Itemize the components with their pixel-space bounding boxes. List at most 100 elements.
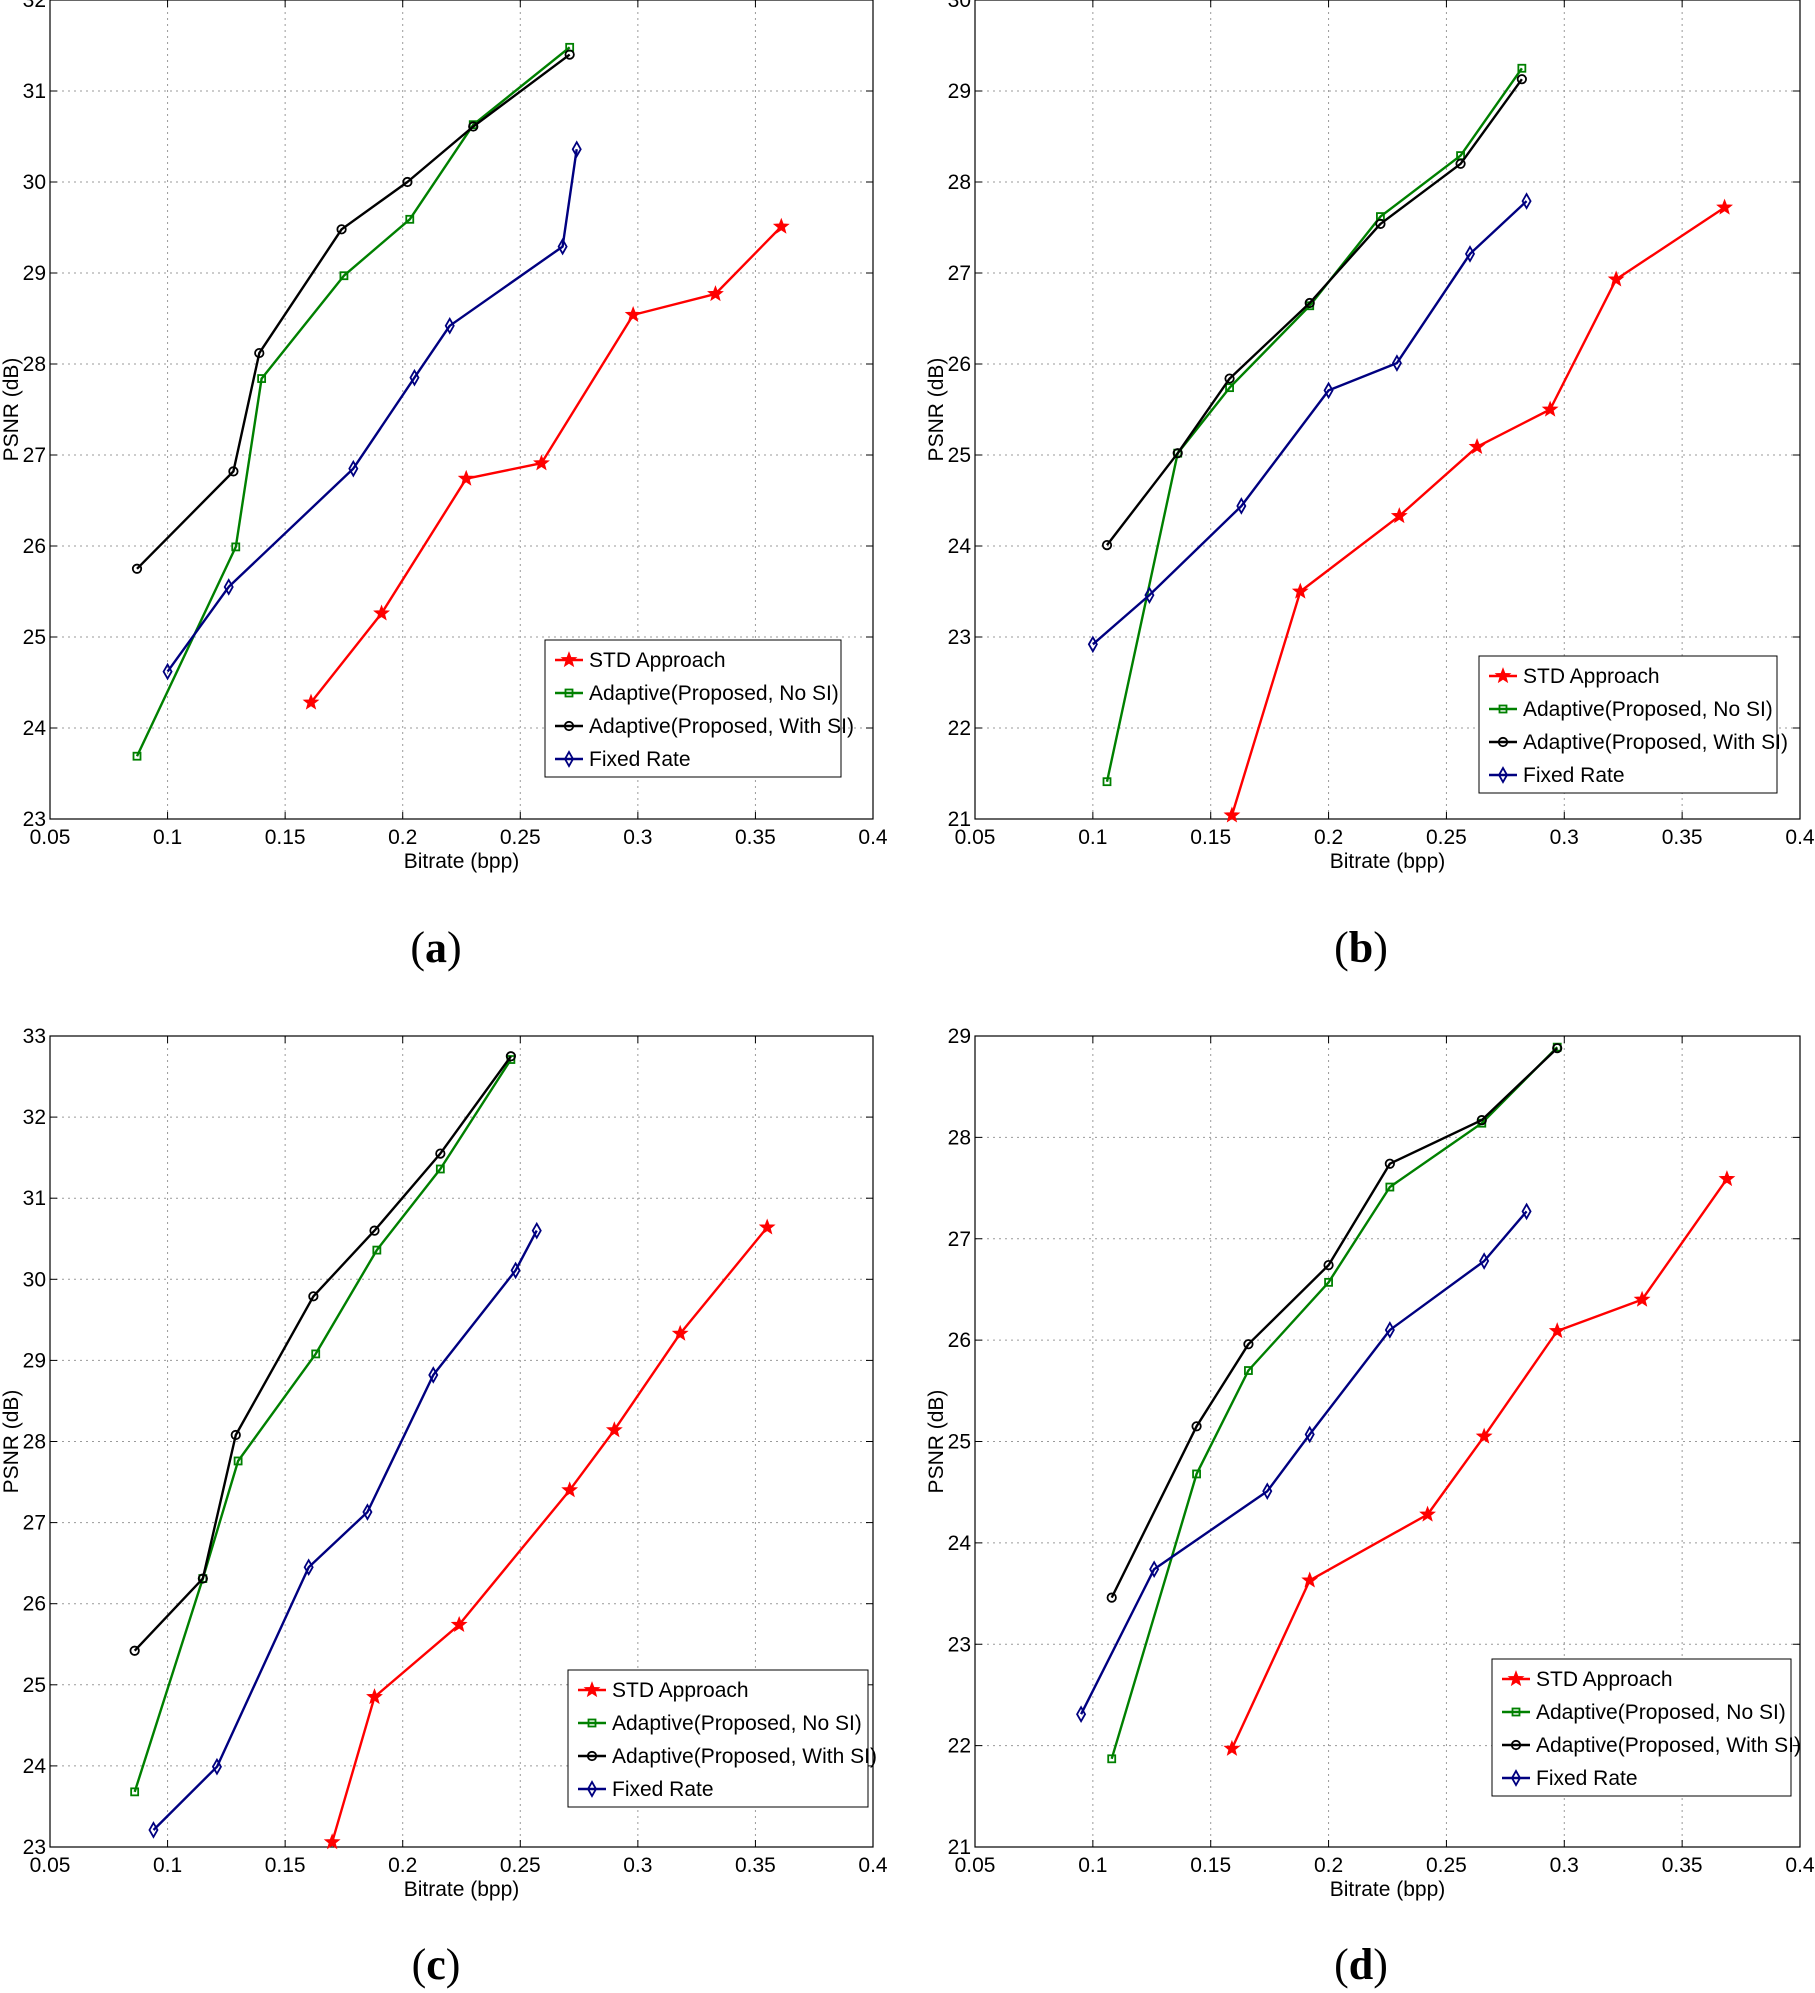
y-tick-label: 21: [948, 808, 971, 831]
data-point: [409, 368, 420, 387]
data-point: [369, 1225, 380, 1236]
y-tick-label: 29: [948, 1025, 971, 1048]
panel-label: (a): [410, 923, 461, 972]
legend-swatch-marker: [560, 651, 578, 668]
series-line: [152, 1230, 538, 1831]
data-point: [211, 1757, 222, 1776]
x-tick-label: 0.15: [1190, 1854, 1231, 1877]
data-point: [1225, 383, 1234, 393]
chart-panel-d: 0.05 0.1 0.15 0.2 0.25 0.3 0.35 0.4 21 22 23 24 25 26…: [925, 1025, 1815, 1989]
y-tick-label: 25: [23, 1674, 46, 1697]
y-tick-label: 32: [23, 1106, 46, 1129]
x-axis-title: Bitrate (bpp): [1330, 850, 1446, 873]
data-point: [1224, 373, 1235, 384]
panel-label-close: ): [446, 1940, 461, 1989]
series-circle: [129, 1051, 516, 1656]
data-point: [339, 271, 349, 281]
y-tick-label: 22: [948, 1735, 971, 1758]
x-tick-label: 0.2: [388, 826, 417, 849]
legend-swatch-marker: [1497, 766, 1509, 784]
plot-frame: [974, 1035, 1801, 1848]
x-tick-label: 0.2: [388, 1854, 417, 1877]
chart-panel-c: 0.05 0.1 0.15 0.2 0.25 0.3 0.35 0.4 23 24 25 26 27 28…: [0, 1025, 888, 1989]
y-tick-label: 25: [948, 1431, 971, 1454]
data-point: [372, 1245, 382, 1255]
data-point: [1172, 448, 1183, 459]
y-tick-label: 26: [948, 1329, 971, 1352]
x-tick-label: 0.05: [30, 1854, 71, 1877]
x-tick-label: 0.3: [1550, 826, 1579, 849]
data-point: [1521, 1202, 1532, 1221]
y-axis-title: PSNR (dB): [0, 358, 23, 462]
legend-label: Fixed Rate: [612, 1778, 714, 1801]
data-point: [428, 1366, 439, 1384]
plot-frame: [49, 1035, 874, 1848]
x-axis-title: Bitrate (bpp): [404, 1878, 520, 1901]
legend-swatch-marker: [587, 1718, 597, 1728]
y-tick-label: 30: [23, 1268, 46, 1291]
legend-swatch-marker: [1497, 736, 1509, 748]
legend-label: Fixed Rate: [589, 748, 691, 771]
data-point: [197, 1573, 208, 1584]
x-tick-label: 0.1: [153, 1854, 182, 1877]
series-circle: [1106, 1043, 1563, 1603]
series-line: [1080, 1210, 1528, 1715]
series-line: [1110, 1047, 1559, 1599]
y-tick-label: 21: [948, 1836, 971, 1859]
y-tick-label: 30: [23, 171, 46, 194]
data-point: [162, 662, 173, 681]
data-point: [707, 285, 724, 302]
series-diamond: [148, 1221, 542, 1839]
y-tick-label: 23: [948, 626, 971, 649]
data-point: [1323, 1260, 1334, 1271]
data-point: [1262, 1482, 1273, 1500]
y-tick-label: 27: [948, 262, 971, 285]
legend-swatch-marker: [586, 1750, 598, 1762]
data-point: [1243, 1339, 1254, 1350]
panel-label-close: ): [1373, 923, 1388, 972]
x-tick-label: 0.3: [623, 826, 652, 849]
plot-frame: [974, 0, 1801, 820]
x-tick-label: 0.35: [735, 1854, 776, 1877]
legend-label: Fixed Rate: [1523, 764, 1625, 787]
legend-label: Adaptive(Proposed, No SI): [1523, 698, 1773, 721]
y-tick-label: 28: [948, 171, 971, 194]
data-point: [1304, 297, 1315, 309]
panel-label-letter: b: [1349, 923, 1373, 972]
legend-swatch-marker: [1510, 1739, 1522, 1751]
legend-label: Adaptive(Proposed, With SI): [612, 1745, 877, 1768]
data-point: [302, 693, 320, 710]
data-point: [1304, 1425, 1315, 1444]
series-diamond: [1076, 1202, 1532, 1724]
data-point: [1479, 1252, 1490, 1270]
data-point: [1716, 198, 1733, 215]
data-point: [571, 140, 582, 159]
legend-swatch-marker: [1510, 1769, 1522, 1787]
panel-label-open: (: [412, 1940, 427, 1989]
data-point: [362, 1503, 373, 1521]
data-point: [533, 454, 550, 471]
data-point: [1244, 1366, 1253, 1375]
legend-swatch-marker: [1498, 704, 1508, 714]
data-point: [531, 1221, 542, 1240]
data-point: [1149, 1560, 1160, 1579]
y-tick-label: 28: [948, 1126, 971, 1149]
x-tick-label: 0.25: [500, 826, 541, 849]
data-point: [366, 1688, 383, 1705]
y-tick-label: 25: [948, 444, 971, 467]
y-tick-label: 25: [23, 626, 46, 649]
series-line: [135, 46, 571, 757]
legend-swatch-marker: [586, 1780, 598, 1798]
x-tick-label: 0.05: [30, 826, 71, 849]
data-point: [405, 214, 415, 224]
y-tick-label: 24: [948, 535, 972, 558]
data-point: [1552, 1043, 1563, 1054]
legend-box: [567, 1669, 869, 1808]
series-circle: [1101, 74, 1527, 551]
panel-label-open: (: [1334, 923, 1349, 972]
data-point: [1101, 539, 1113, 551]
x-tick-label: 0.15: [265, 1854, 306, 1877]
x-tick-label: 0.1: [153, 826, 182, 849]
data-point: [228, 466, 239, 477]
